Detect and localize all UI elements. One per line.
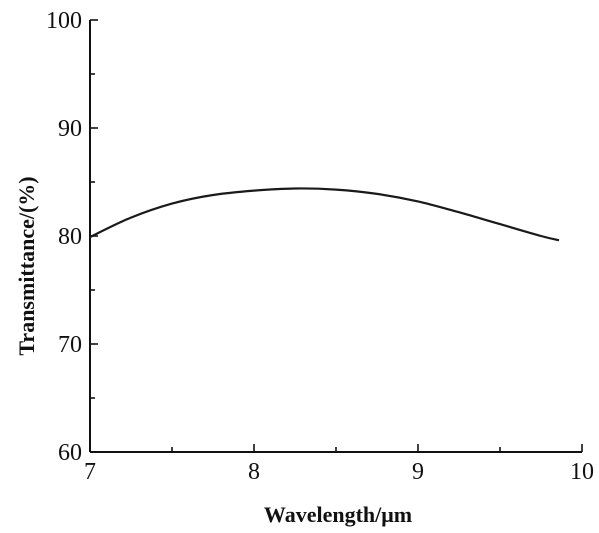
- y-tick-label: 60: [58, 440, 82, 466]
- x-tick-label: 9: [412, 459, 424, 485]
- y-tick-group: 60 70 80 90 100: [46, 8, 98, 466]
- x-tick-label: 7: [84, 459, 96, 485]
- y-tick-label: 70: [58, 332, 82, 358]
- y-tick-label: 80: [58, 224, 82, 250]
- x-tick-label: 8: [248, 459, 260, 485]
- series-line-transmittance: [89, 187, 560, 242]
- y-tick-label: 100: [46, 8, 82, 34]
- x-tick-group: 7 8 9 10: [84, 444, 594, 485]
- y-axis-title: Transmittance/(%): [14, 176, 39, 355]
- y-tick-label: 90: [58, 116, 82, 142]
- x-tick-label: 10: [570, 459, 594, 485]
- x-axis-title: Wavelength/μm: [264, 502, 412, 527]
